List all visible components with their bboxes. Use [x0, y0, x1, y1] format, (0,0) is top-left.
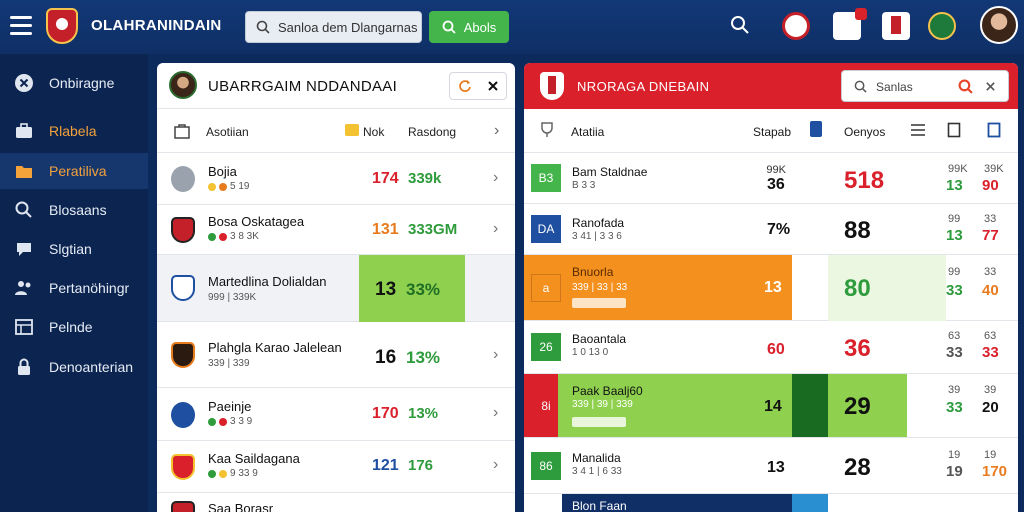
refresh-icon[interactable] — [458, 79, 472, 93]
left-panel: UBARRGAIM NDDANDAAI Asotiian Nok Rasdong… — [157, 63, 515, 512]
table-row[interactable]: 86 Manalida 3 4 1 | 6 33 13 28 19 19 19 … — [524, 438, 1018, 494]
users-icon — [15, 281, 31, 295]
list-item[interactable]: Paeinje 3 3 9 170 13% › — [157, 388, 515, 441]
table-row[interactable]: B3 Bam Staldnae B 3 3 99K 36 518 99K 39K… — [524, 153, 1018, 204]
team-crest-icon — [171, 217, 195, 243]
top-search-text: Sanloa dem Dlangarnas — [278, 19, 418, 35]
document-icon[interactable] — [947, 122, 961, 138]
folder-icon — [16, 166, 32, 178]
sidebar-item-5[interactable]: Pertanöhingr — [0, 270, 148, 306]
close-icon[interactable] — [985, 81, 996, 92]
left-panel-avatar — [169, 71, 197, 99]
club-badge-icon[interactable] — [782, 12, 810, 40]
lock-icon — [18, 358, 30, 375]
close-circle-icon — [15, 74, 33, 92]
left-panel-header: UBARRGAIM NDDANDAAI — [157, 63, 515, 109]
label-chip — [572, 298, 626, 308]
list-item[interactable]: Bosa Oskatagea 3 8 3K 131 333GM › — [157, 205, 515, 255]
search-icon — [854, 80, 867, 93]
team-crest-icon — [171, 342, 195, 368]
label-chip — [572, 417, 626, 427]
sidebar-item-4[interactable]: Slgtian — [0, 231, 148, 267]
chevron-right-icon[interactable]: › — [494, 122, 500, 139]
notification-icon[interactable] — [833, 8, 867, 40]
briefcase-icon — [16, 123, 32, 138]
search-icon — [15, 201, 32, 218]
chat-icon — [17, 243, 31, 256]
flag-icon[interactable] — [882, 12, 910, 40]
table-row[interactable]: Blon Faan — [524, 494, 1018, 512]
column-label-2: Nok — [363, 125, 385, 139]
bag-icon — [174, 124, 190, 139]
list-item[interactable]: Saa Borasr — [157, 493, 515, 512]
trophy-icon — [541, 122, 553, 137]
chevron-right-icon: › — [493, 456, 499, 473]
list-item[interactable]: Kaa Saildagana 9 33 9 121 176 › — [157, 441, 515, 493]
document-icon[interactable] — [987, 122, 1001, 138]
chevron-right-icon: › — [493, 220, 499, 237]
bookmark-icon[interactable] — [810, 121, 822, 137]
sidebar-item-1[interactable]: Rlabela — [0, 113, 148, 149]
chevron-right-icon: › — [493, 404, 499, 421]
top-search-input[interactable]: Sanloa dem Dlangarnas — [245, 11, 422, 43]
column-label-1: Asotiian — [206, 125, 249, 139]
column-label-3: Oenyos — [844, 125, 886, 139]
team-crest-icon — [171, 454, 195, 480]
search-icon — [442, 20, 456, 34]
table-row-highlighted[interactable]: a Bnuorla 339 | 33 | 33 13 80 99 33 33 4… — [524, 255, 1018, 321]
column-label-3: Rasdong — [408, 125, 457, 139]
star-icon — [345, 124, 359, 136]
close-icon[interactable] — [487, 80, 499, 92]
right-panel-header: NRORAGA DNEBAIN Sanlas — [524, 63, 1018, 109]
highlight-strip — [828, 255, 946, 321]
top-bar: OLAHRANINDAIN Sanloa dem Dlangarnas Abol… — [0, 0, 1024, 54]
column-label-2: Stapab — [753, 125, 792, 139]
left-panel-title: UBARRGAIM NDDANDAAI — [208, 78, 398, 95]
club-crest-icon — [540, 72, 564, 100]
chevron-right-icon: › — [493, 346, 499, 363]
green-action-label: Abols — [463, 19, 497, 35]
table-row[interactable]: 26 Baoantala 1 0 13 0 60 36 63 63 33 33 — [524, 321, 1018, 374]
right-panel-title: NRORAGA DNEBAIN — [577, 79, 710, 94]
header-search-icon[interactable] — [730, 15, 750, 35]
table-row[interactable]: DA Ranofada 3 41 | 3 3 6 7% 88 99 33 13 … — [524, 204, 1018, 255]
column-label-1: Atatiia — [571, 125, 605, 139]
app-title: OLAHRANINDAIN — [91, 17, 222, 34]
table-row-highlighted[interactable]: 8i Paak Baalj60 339 | 39 | 339 14 29 39 … — [524, 374, 1018, 438]
left-panel-column-header: Asotiian Nok Rasdong › — [157, 109, 515, 153]
chevron-right-icon: › — [493, 169, 499, 186]
search-icon — [256, 20, 270, 34]
sidebar-item-2[interactable]: Peratiliva — [0, 153, 148, 189]
right-panel-column-header: Atatiia Stapab Oenyos — [524, 109, 1018, 153]
team-crest-icon — [171, 402, 195, 428]
left-panel-actions — [449, 72, 507, 100]
sidebar-item-6[interactable]: Pelnde — [0, 309, 148, 345]
team-crest-icon — [171, 501, 195, 512]
list-item[interactable]: Bojia 5 19 174 339k › — [157, 153, 515, 205]
app-logo — [46, 8, 78, 44]
sidebar: Onbiragne Rlabela Peratiliva Blosaans Sl… — [0, 54, 148, 512]
list-item[interactable]: Plahgla Karao Jalelean 339 | 339 16 13% … — [157, 322, 515, 388]
green-action-button[interactable]: Abols — [429, 11, 509, 43]
right-search-input[interactable]: Sanlas — [841, 70, 1009, 102]
search-icon[interactable] — [958, 79, 973, 94]
highlight-block — [359, 255, 465, 322]
menu-icon[interactable] — [10, 16, 32, 36]
club-crest-icon[interactable] — [928, 12, 956, 40]
team-crest-icon — [171, 166, 195, 192]
grid-icon — [15, 319, 33, 335]
sidebar-item-7[interactable]: Denoanterian — [0, 349, 148, 385]
sidebar-item-0[interactable]: Onbiragne — [0, 65, 148, 101]
list-item-featured[interactable]: Martedlina Dolialdan 999 | 339K 13 33% — [157, 255, 515, 322]
sidebar-item-3[interactable]: Blosaans — [0, 192, 148, 228]
list-icon[interactable] — [910, 123, 926, 137]
team-crest-icon — [171, 275, 195, 301]
user-avatar[interactable] — [980, 6, 1018, 44]
right-panel: NRORAGA DNEBAIN Sanlas Atatiia Stapab Oe… — [524, 63, 1018, 512]
